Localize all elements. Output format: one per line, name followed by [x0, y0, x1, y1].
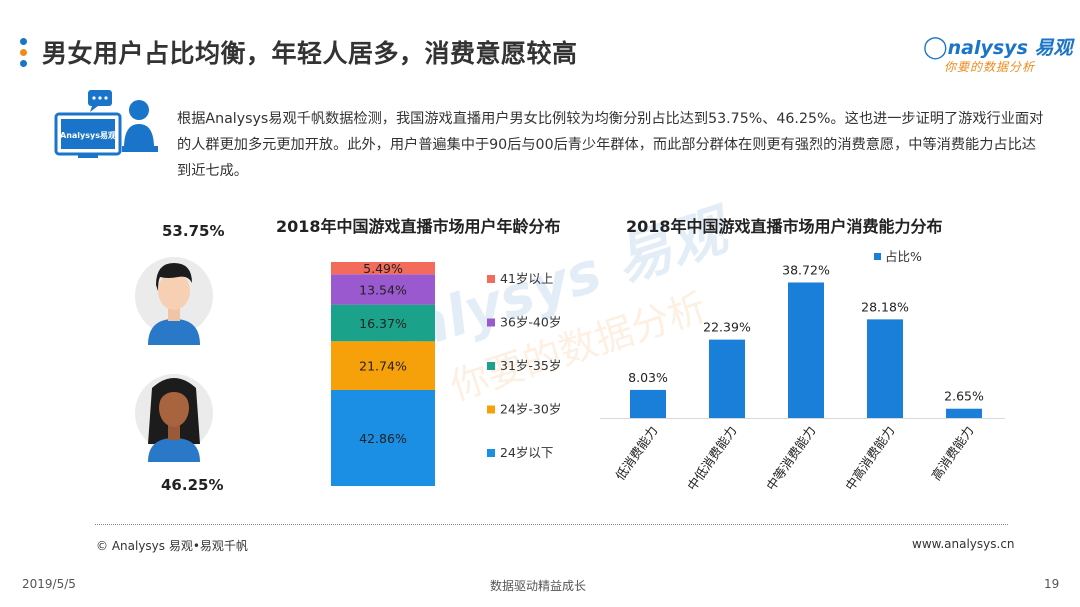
age-segment-0 [331, 389, 435, 486]
page-number: 19 [1044, 577, 1060, 591]
age-legend-label-1: 36岁-40岁 [500, 315, 561, 330]
consumption-legend-label: 占比% [885, 249, 922, 264]
age-distribution-chart: 42.86% 21.74% 16.37% 13.54% 5.49% 41岁以上 36岁-40… [331, 261, 561, 486]
consumption-bar-3 [867, 319, 903, 418]
consumption-category-label-3: 中高消费能力 [842, 423, 897, 493]
footer-divider [95, 524, 1008, 525]
age-legend-label-2: 31岁-35岁 [500, 358, 561, 373]
page-title: 男女用户占比均衡，年轻人居多，消费意愿较高 [42, 39, 578, 68]
age-segment-label-2: 16.37% [359, 316, 407, 331]
age-legend-swatch-4 [487, 449, 495, 457]
consumption-bar-1 [709, 339, 745, 418]
footer-date: 2019/5/5 [22, 577, 76, 591]
age-legend-label-0: 41岁以上 [500, 271, 553, 286]
dot-1 [20, 38, 27, 45]
logo-slogan: 你要的数据分析 [944, 60, 1036, 74]
intro-paragraph: 根据Analysys易观千帆数据检测，我国游戏直播用户男女比例较为均衡分别占比达… [177, 111, 1044, 179]
age-segment-label-3: 13.54% [359, 282, 407, 297]
consumption-category-label-2: 中等消费能力 [763, 423, 818, 493]
logo: ◯nalysys 易观 [923, 33, 1073, 60]
logo-text: nalysys 易观 [947, 37, 1073, 59]
female-avatar-icon [135, 374, 213, 462]
consumption-category-label-4: 高消费能力 [928, 423, 976, 483]
consumption-bar-value-3: 28.18% [861, 299, 909, 314]
footer-website[interactable]: www.analysys.cn [912, 537, 1015, 551]
age-segment-2 [331, 304, 435, 342]
consumption-bar-value-2: 38.72% [782, 262, 830, 277]
female-percentage: 46.25% [161, 476, 224, 494]
age-segment-4 [331, 262, 435, 275]
consumption-bar-value-1: 22.39% [703, 320, 751, 335]
consumption-bar-value-0: 8.03% [628, 370, 668, 385]
dot-2 [20, 49, 27, 56]
age-legend-swatch-0 [487, 275, 495, 283]
consumption-bar-value-4: 2.65% [944, 389, 984, 404]
age-chart-title: 2018年中国游戏直播市场用户年龄分布 [276, 217, 561, 236]
dot-3 [20, 60, 27, 67]
age-legend-label-3: 24岁-30岁 [500, 402, 561, 417]
age-segment-3 [331, 274, 435, 305]
title-dots [20, 38, 30, 72]
footer-copyright: © Analysys 易观•易观千帆 [96, 539, 248, 553]
male-avatar-icon [135, 257, 213, 345]
monitor-person-icon: Analysys易观 [54, 90, 158, 158]
consumption-ability-chart: 8.03% 低消费能力 22.39% 中低消费能力 38.72% 中等消费能力 28.18%… [600, 249, 1005, 493]
footer-slogan: 数据驱动精益成长 [490, 579, 587, 593]
male-percentage: 53.75% [162, 222, 225, 240]
icon-label: Analysys易观 [60, 131, 116, 140]
consumption-bar-0 [630, 389, 666, 418]
consumption-bar-4 [946, 408, 982, 418]
consumption-category-label-1: 中低消费能力 [684, 423, 739, 493]
age-legend-swatch-3 [487, 405, 495, 414]
age-legend-label-4: 24岁以下 [500, 445, 553, 460]
age-segment-label-0: 42.86% [359, 431, 407, 446]
age-legend-swatch-1 [487, 318, 495, 327]
consumption-bar-2 [788, 282, 824, 418]
consumption-category-label-0: 低消费能力 [612, 423, 660, 483]
consumption-chart-title: 2018年中国游戏直播市场用户消费能力分布 [626, 217, 943, 236]
logo-a-icon: ◯ [923, 35, 948, 60]
age-segment-label-4: 5.49% [363, 261, 403, 276]
age-segment-1 [331, 341, 435, 390]
age-legend-swatch-2 [487, 362, 495, 370]
age-segment-label-1: 21.74% [359, 359, 407, 374]
consumption-legend-swatch [874, 253, 881, 260]
